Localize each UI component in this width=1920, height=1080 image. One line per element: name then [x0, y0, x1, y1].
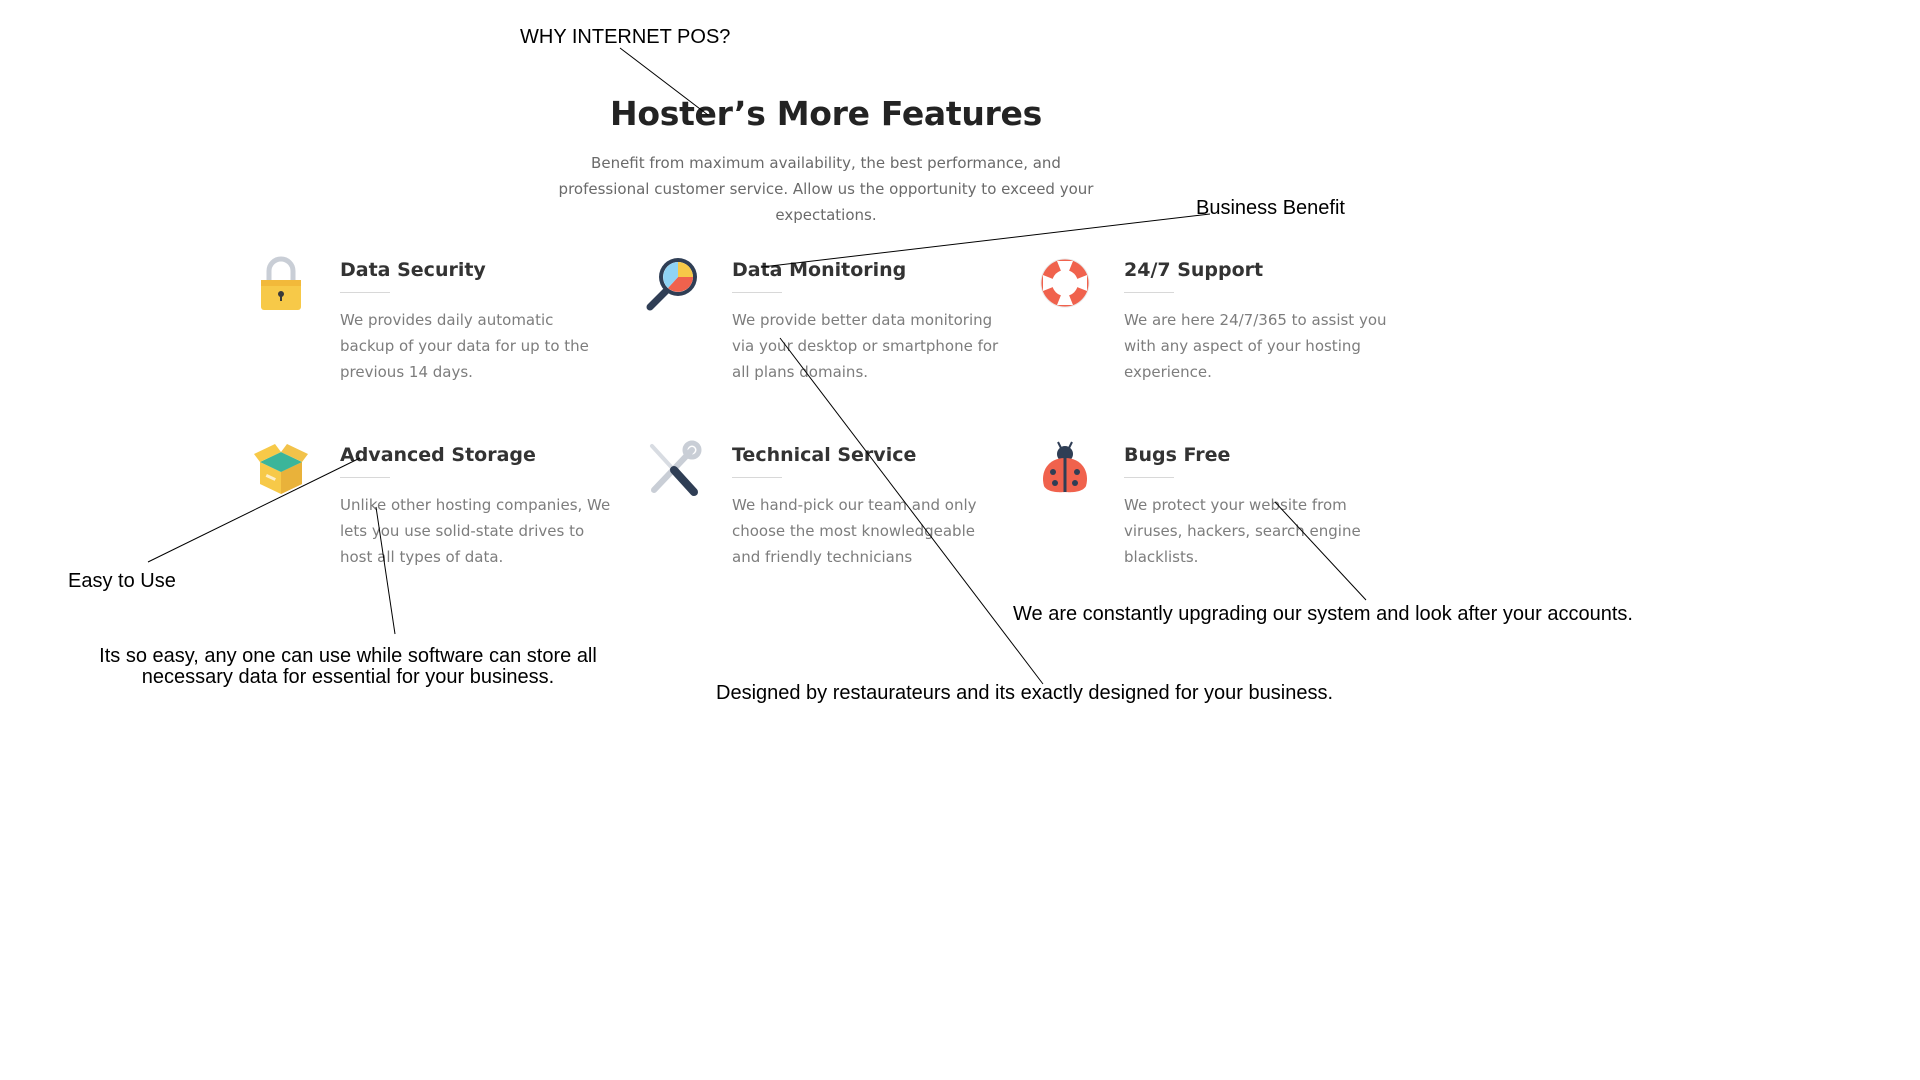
title-divider: [1124, 292, 1174, 293]
feature-title: Data Security: [340, 259, 486, 281]
feature-data-security: Data Security We provides daily automati…: [252, 253, 589, 403]
feature-advanced-storage: Advanced Storage Unlike other hosting co…: [252, 438, 610, 588]
title-divider: [340, 477, 390, 478]
title-divider: [340, 292, 390, 293]
feature-bugs-free: Bugs Free We protect your website from v…: [1036, 438, 1361, 588]
feature-title: Data Monitoring: [732, 259, 907, 281]
feature-description: We provide better data monitoring via yo…: [732, 311, 999, 381]
feature-description: We are here 24/7/365 to assist you with …: [1124, 311, 1387, 381]
feature-description: We protect your website from viruses, ha…: [1124, 496, 1361, 566]
annotation-upgrading: We are constantly upgrading our system a…: [1013, 603, 1633, 625]
padlock-icon: [252, 253, 310, 313]
wrench-screwdriver-icon: [644, 438, 702, 498]
feature-description: We hand-pick our team and only choose th…: [732, 496, 977, 566]
feature-title: 24/7 Support: [1124, 259, 1264, 281]
feature-technical-service: Technical Service We hand-pick our team …: [644, 438, 977, 588]
feature-title: Advanced Storage: [340, 444, 536, 466]
annotation-business-benefit: Business Benefit: [1196, 197, 1345, 219]
feature-title: Technical Service: [732, 444, 917, 466]
title-divider: [732, 292, 782, 293]
ladybug-icon: [1036, 438, 1094, 498]
feature-description: We provides daily automatic backup of yo…: [340, 311, 589, 381]
feature-description: Unlike other hosting companies, We lets …: [340, 496, 611, 566]
annotation-why-internet-pos: WHY INTERNET POS?: [520, 26, 731, 48]
lifebuoy-icon: [1036, 253, 1094, 313]
section-title: Hoster’s More Features: [610, 94, 1042, 133]
annotation-easy-to-use: Easy to Use: [68, 570, 176, 592]
feature-title: Bugs Free: [1124, 444, 1231, 466]
magnifier-chart-icon: [644, 253, 702, 313]
open-box-icon: [252, 438, 310, 498]
feature-support: 24/7 Support We are here 24/7/365 to ass…: [1036, 253, 1387, 403]
section-subtitle: Benefit from maximum availability, the b…: [558, 154, 1094, 224]
annotation-designed-by: Designed by restaurateurs and its exactl…: [716, 682, 1334, 704]
title-divider: [732, 477, 782, 478]
annotation-easy-description: Its so easy, any one can use while softw…: [99, 645, 597, 688]
feature-data-monitoring: Data Monitoring We provide better data m…: [644, 253, 998, 403]
title-divider: [1124, 477, 1174, 478]
